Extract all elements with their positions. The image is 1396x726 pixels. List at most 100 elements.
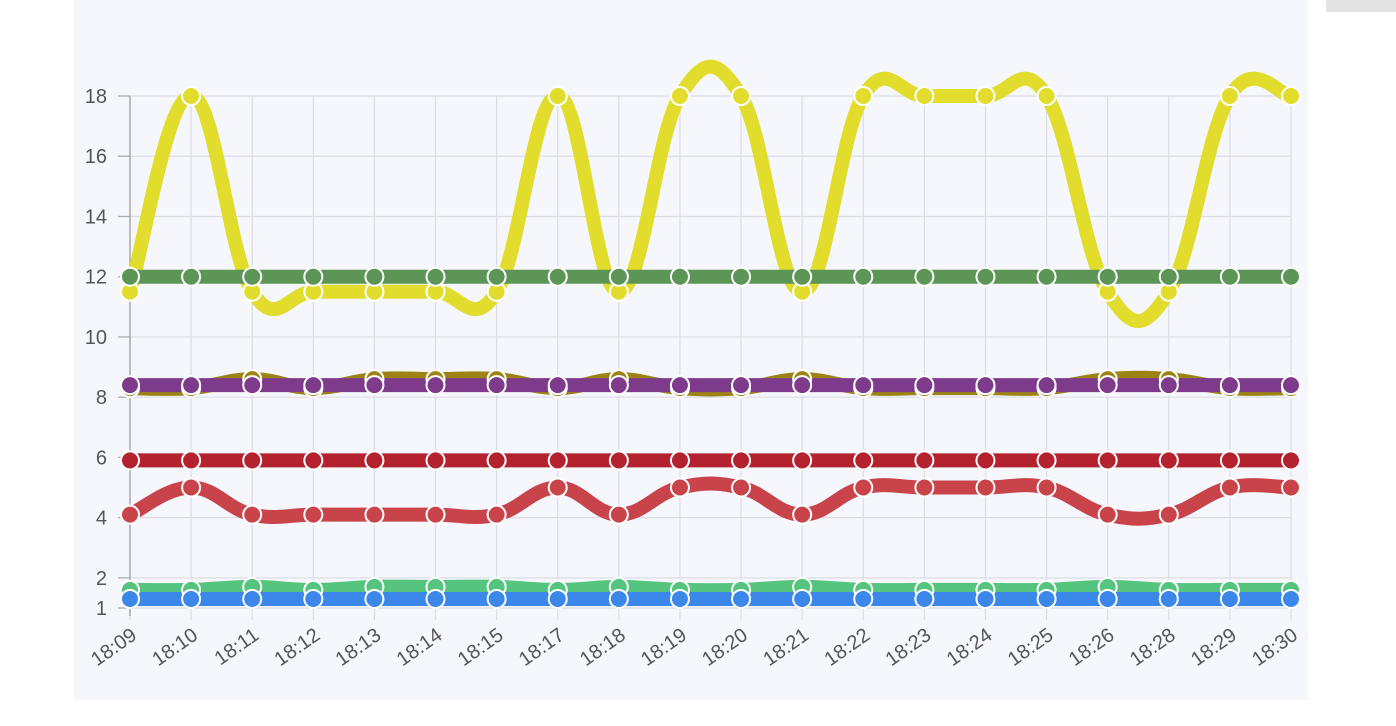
data-point — [1158, 266, 1179, 287]
data-point — [1036, 450, 1057, 471]
y-tick-label: 6 — [96, 447, 107, 469]
data-point — [914, 86, 935, 106]
data-point — [181, 86, 202, 106]
data-point — [1281, 477, 1301, 498]
data-point — [181, 588, 202, 609]
data-point — [1281, 450, 1301, 471]
x-tick-label: 18:24 — [943, 624, 997, 671]
data-point — [853, 86, 874, 106]
x-tick-label: 18:20 — [698, 624, 752, 671]
scrollbar-stub — [1326, 0, 1396, 12]
data-point — [242, 588, 263, 609]
x-tick-label: 18:26 — [1065, 624, 1119, 671]
data-point — [914, 266, 935, 287]
data-point — [1219, 477, 1240, 498]
x-tick-label: 18:17 — [515, 624, 569, 671]
data-point — [364, 375, 385, 396]
x-tick-label: 18:30 — [1248, 624, 1302, 671]
data-point — [1281, 86, 1301, 106]
data-point — [914, 477, 935, 498]
data-point — [975, 86, 996, 106]
data-point — [242, 504, 263, 525]
data-point — [486, 504, 507, 525]
data-point — [608, 588, 629, 609]
data-point — [486, 266, 507, 287]
data-point — [425, 266, 446, 287]
data-point — [914, 375, 935, 396]
y-tick-label: 16 — [85, 146, 107, 168]
y-tick-label: 18 — [85, 86, 107, 108]
y-tick-label: 4 — [96, 508, 107, 530]
data-point — [669, 450, 690, 471]
data-point — [731, 588, 752, 609]
data-point — [120, 504, 140, 525]
data-point — [364, 588, 385, 609]
data-point — [1281, 266, 1301, 287]
data-point — [547, 450, 568, 471]
data-point — [792, 504, 813, 525]
axes — [118, 95, 131, 616]
data-point — [486, 588, 507, 609]
x-tick-label: 18:13 — [332, 624, 386, 671]
data-point — [181, 375, 202, 396]
x-tick-label: 18:09 — [87, 624, 141, 671]
data-point — [1158, 450, 1179, 471]
data-point — [914, 450, 935, 471]
data-point — [364, 450, 385, 471]
data-point — [1219, 375, 1240, 396]
x-tick-label: 18:25 — [1004, 624, 1058, 671]
data-point — [181, 266, 202, 287]
data-point — [1097, 450, 1118, 471]
data-point — [1036, 588, 1057, 609]
data-point — [731, 477, 752, 498]
data-point — [669, 477, 690, 498]
data-point — [608, 266, 629, 287]
data-point — [731, 266, 752, 287]
data-point — [1097, 375, 1118, 396]
data-point — [608, 504, 629, 525]
data-point — [1219, 588, 1240, 609]
data-point — [1219, 450, 1240, 471]
x-tick-label: 18:12 — [271, 624, 325, 671]
data-point — [792, 266, 813, 287]
data-point — [792, 450, 813, 471]
x-tick-label: 18:10 — [148, 624, 202, 671]
data-point — [853, 477, 874, 498]
data-point — [1158, 504, 1179, 525]
data-point — [975, 588, 996, 609]
data-point — [731, 86, 752, 106]
data-point — [853, 266, 874, 287]
x-tick-label: 18:18 — [576, 624, 630, 671]
data-point — [608, 450, 629, 471]
x-tick-label: 18:15 — [454, 624, 508, 671]
data-point — [486, 375, 507, 396]
data-point — [242, 375, 263, 396]
data-point — [914, 588, 935, 609]
data-point — [303, 375, 324, 396]
data-point — [731, 375, 752, 396]
data-point — [731, 450, 752, 471]
data-point — [486, 450, 507, 471]
data-point — [181, 450, 202, 471]
data-point — [425, 504, 446, 525]
y-tick-label: 10 — [85, 327, 107, 349]
data-point — [120, 266, 140, 287]
data-point — [975, 375, 996, 396]
y-tick-label: 14 — [85, 206, 107, 228]
x-tick-label: 18:29 — [1187, 624, 1241, 671]
grid — [118, 95, 1292, 620]
data-point — [242, 266, 263, 287]
data-points — [120, 86, 1301, 609]
data-point — [1281, 375, 1301, 396]
data-point — [425, 450, 446, 471]
data-point — [669, 375, 690, 396]
data-point — [975, 266, 996, 287]
data-point — [792, 375, 813, 396]
data-point — [120, 450, 140, 471]
data-point — [1036, 477, 1057, 498]
data-point — [425, 588, 446, 609]
x-tick-label: 18:28 — [1126, 624, 1180, 671]
data-point — [364, 266, 385, 287]
data-point — [364, 504, 385, 525]
